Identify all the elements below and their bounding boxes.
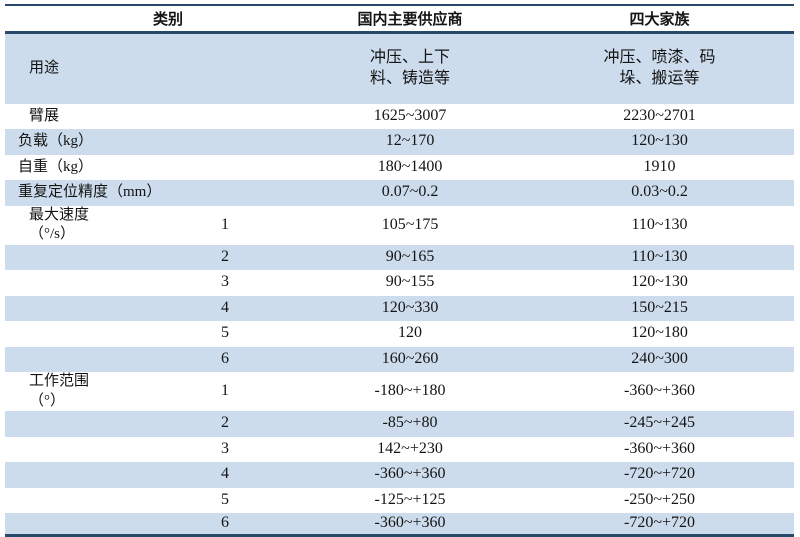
big-four-value: 110~130	[631, 215, 688, 233]
table-row: 2 90~165 110~130	[5, 244, 795, 271]
domestic-supplier-value: 105~175	[381, 215, 439, 233]
big-four-value: -245~+245	[624, 414, 696, 432]
big-four-value: 120~130	[631, 132, 688, 150]
joint-number: 6	[221, 514, 229, 531]
row-label: 最大速度 （°/s）	[29, 206, 90, 243]
big-four-value: 240~300	[631, 349, 688, 367]
row-label	[5, 321, 155, 347]
joint-number	[155, 104, 295, 130]
row-label: 工作范围 （°）	[29, 373, 90, 409]
domestic-supplier-value: 120~330	[381, 298, 439, 316]
row-label: 用途	[29, 60, 60, 76]
table-row: 5 -125~+125 -250~+250	[5, 487, 795, 514]
table-row: 最大速度 （°/s） 1 105~175 110~130	[5, 205, 795, 245]
row-label	[5, 488, 155, 514]
joint-number: 5	[221, 490, 229, 508]
domestic-supplier-value: -180~+180	[374, 382, 446, 400]
table-row: 6 160~260 240~300	[5, 346, 795, 373]
domestic-supplier-value: 120	[398, 324, 423, 342]
domestic-supplier-value: -360~+360	[374, 465, 446, 483]
header-row: 类别 国内主要供应商 四大家族	[5, 5, 795, 34]
big-four-value: 1910	[643, 157, 676, 175]
joint-number: 6	[221, 349, 229, 367]
robot-comparison-table: 类别 国内主要供应商 四大家族 用途 冲压、上下 料、铸造等 冲压、喷漆、码 垛、搬…	[5, 4, 795, 537]
row-label: 重复定位精度（mm）	[18, 184, 162, 200]
domestic-supplier-value: 冲压、上下 料、铸造等	[370, 48, 451, 87]
big-four-value: -720~+720	[624, 465, 696, 483]
row-label	[5, 347, 155, 373]
joint-number: 1	[221, 215, 229, 233]
joint-number: 3	[221, 273, 229, 291]
domestic-supplier-value: 160~260	[381, 349, 439, 367]
table-row: 工作范围 （°） 1 -180~+180 -360~+360	[5, 372, 795, 411]
domestic-supplier-value: 142~+230	[377, 439, 443, 457]
table-row: 3 90~155 120~130	[5, 270, 795, 296]
row-label	[5, 462, 155, 488]
big-four-value: -250~+250	[624, 490, 696, 508]
domestic-supplier-value: -360~+360	[374, 514, 446, 531]
row-label: 负载（kg）	[18, 133, 94, 149]
big-four-value: -720~+720	[624, 514, 696, 531]
row-label	[5, 411, 155, 437]
column-header-domestic-suppliers: 国内主要供应商	[295, 5, 526, 34]
joint-number	[155, 129, 295, 155]
domestic-supplier-value: 1625~3007	[373, 106, 447, 124]
domestic-supplier-value: -125~+125	[374, 490, 446, 508]
big-four-value: 110~130	[631, 247, 688, 265]
big-four-value: -360~+360	[624, 439, 696, 457]
big-four-value: 120~130	[631, 273, 688, 291]
row-label: 臂展	[29, 107, 60, 124]
joint-number	[155, 33, 295, 104]
table-row: 6 -360~+360 -720~+720	[5, 513, 795, 536]
domestic-supplier-value: 90~155	[385, 273, 435, 291]
table-row: 4 -360~+360 -720~+720	[5, 462, 795, 488]
big-four-value: 120~180	[631, 324, 688, 342]
joint-number	[155, 180, 295, 206]
big-four-value: 0.03~0.2	[631, 183, 688, 201]
column-header-category: 类别	[5, 5, 296, 34]
joint-number: 5	[221, 324, 229, 342]
table-row: 4 120~330 150~215	[5, 295, 795, 322]
domestic-supplier-value: 180~1400	[377, 157, 443, 175]
joint-number	[155, 155, 295, 181]
domestic-supplier-value: -85~+80	[382, 414, 438, 432]
big-four-value: 150~215	[631, 298, 688, 316]
row-label	[5, 270, 155, 296]
table-row: 2 -85~+80 -245~+245	[5, 411, 795, 437]
domestic-supplier-value: 0.07~0.2	[381, 183, 439, 201]
domestic-supplier-value: 12~170	[385, 132, 435, 150]
joint-number: 4	[221, 298, 229, 316]
joint-number: 2	[221, 414, 229, 432]
row-label	[5, 437, 155, 463]
column-header-big-four: 四大家族	[525, 5, 795, 34]
big-four-value: 冲压、喷漆、码 垛、搬运等	[603, 48, 716, 87]
table-row: 3 142~+230 -360~+360	[5, 436, 795, 463]
row-label	[5, 245, 155, 271]
row-label	[5, 296, 155, 322]
joint-number: 3	[221, 439, 229, 457]
table-row: 臂展 1625~3007 2230~2701	[5, 103, 795, 130]
big-four-value: 2230~2701	[623, 106, 696, 124]
table-row: 5 120 120~180	[5, 321, 795, 347]
table-row: 重复定位精度（mm） 0.07~0.2 0.03~0.2	[5, 180, 795, 206]
row-label	[5, 513, 155, 535]
joint-number: 4	[221, 465, 229, 483]
row-label: 自重（kg）	[18, 158, 94, 175]
joint-number: 2	[221, 247, 229, 265]
joint-number: 1	[221, 382, 229, 400]
table-body: 用途 冲压、上下 料、铸造等 冲压、喷漆、码 垛、搬运等 臂展 1625~3007 223…	[5, 32, 795, 536]
domestic-supplier-value: 90~165	[385, 247, 435, 265]
big-four-value: -360~+360	[624, 382, 696, 400]
table-row: 自重（kg） 180~1400 1910	[5, 154, 795, 181]
table-row: 用途 冲压、上下 料、铸造等 冲压、喷漆、码 垛、搬运等	[5, 32, 795, 104]
table-row: 负载（kg） 12~170 120~130	[5, 129, 795, 155]
